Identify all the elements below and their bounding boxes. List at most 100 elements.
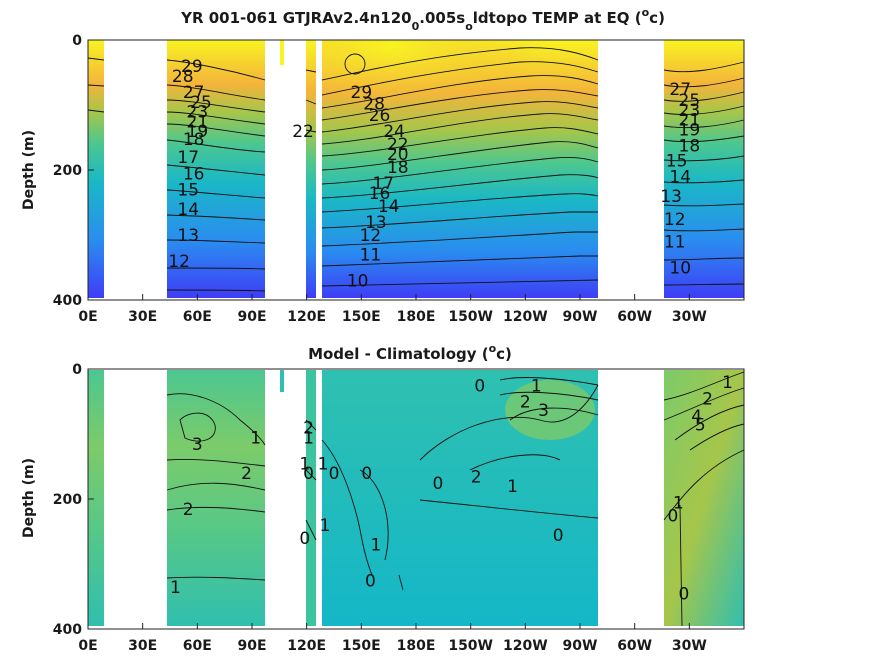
top-xtick-label: 120W xyxy=(503,309,548,325)
bottom-contour-label: 2 xyxy=(520,393,531,413)
top-contour-label: 13 xyxy=(177,226,199,246)
bottom-field-sliver-a xyxy=(280,370,284,392)
top-xtick-label: 30E xyxy=(128,309,157,325)
top-xtick-label: 30W xyxy=(672,309,707,325)
top-field-atlantic xyxy=(664,40,744,298)
bottom-contour-label: 3 xyxy=(192,435,203,455)
top-field-indian xyxy=(167,40,265,298)
bottom-xtick-label: 60W xyxy=(617,638,652,654)
top-contour-label: 18 xyxy=(679,136,701,156)
bottom-contour-label: 2 xyxy=(183,500,194,520)
top-contour-label: 13 xyxy=(365,213,387,233)
top-contour-label: 22 xyxy=(292,122,314,142)
bottom-contour-label: 0 xyxy=(361,464,372,484)
bottom-contour-label: 1 xyxy=(722,373,733,393)
bottom-xtick-label: 120E xyxy=(287,638,326,654)
top-contour-label: 27 xyxy=(183,83,205,103)
bottom-contour-label: 0 xyxy=(553,526,564,546)
top-contour-label: 17 xyxy=(372,174,394,194)
top-field-sliver-a xyxy=(280,40,284,65)
top-panel: YR 001-061 GTJRAv2.4n1200.005soldtopo TE… xyxy=(21,6,745,325)
bottom-ylabel: Depth (m) xyxy=(21,458,37,538)
top-contour-label: 15 xyxy=(666,151,688,171)
top-contour-label: 26 xyxy=(369,106,391,126)
top-ytick-label: 200 xyxy=(53,163,82,179)
top-contour-label: 19 xyxy=(187,122,209,142)
top-contour-label: 12 xyxy=(360,226,382,246)
bottom-contour-label: 1 xyxy=(303,428,314,448)
bottom-contour-label: 1 xyxy=(531,376,542,396)
bottom-contour-label: 3 xyxy=(538,401,549,421)
bottom-contour-label: 1 xyxy=(170,578,181,598)
top-contour-label: 25 xyxy=(190,93,212,113)
bottom-xtick-label: 180E xyxy=(397,638,436,654)
top-xtick-label: 120E xyxy=(287,309,326,325)
top-xtick-label: 90W xyxy=(563,309,598,325)
bottom-field-atlantic xyxy=(664,370,744,626)
top-xtick-label: 150W xyxy=(448,309,493,325)
top-contour-label: 18 xyxy=(387,158,409,178)
top-contour-label: 23 xyxy=(679,101,701,121)
bottom-contour-label: 0 xyxy=(678,584,689,604)
bottom-panel: Model - Climatology (oc) xyxy=(21,342,745,654)
top-contour-labels: 2928272523211918171615141312222928262422… xyxy=(168,57,700,292)
top-contour-label: 12 xyxy=(168,252,190,272)
top-field-sliver-b xyxy=(306,40,316,298)
bottom-xtick-label: 60E xyxy=(183,638,212,654)
bottom-contour-label: 0 xyxy=(432,474,443,494)
bottom-contour-label: 0 xyxy=(299,529,310,549)
bottom-xtick-label: 90E xyxy=(237,638,266,654)
bottom-contour-label: 2 xyxy=(471,467,482,487)
bottom-xtick-label: 30E xyxy=(128,638,157,654)
top-contour-label: 21 xyxy=(187,112,209,132)
top-contour-label: 18 xyxy=(183,130,205,150)
top-xtick-label: 150E xyxy=(342,309,381,325)
bottom-contour-label: 0 xyxy=(329,464,340,484)
bottom-contour-label: 2 xyxy=(702,389,713,409)
bottom-xtick-label: 120W xyxy=(503,638,548,654)
bottom-ytick-label: 0 xyxy=(72,362,82,378)
bottom-contour-label: 1 xyxy=(507,477,518,497)
bottom-field-warm-anomaly xyxy=(505,380,595,440)
bottom-contour-label: 1 xyxy=(319,516,330,536)
bottom-title: Model - Climatology (oc) xyxy=(308,342,512,363)
bottom-contour-label: 5 xyxy=(695,415,706,435)
bottom-field-sliver-b xyxy=(306,370,316,626)
top-contour-label: 10 xyxy=(347,272,369,292)
bottom-contour-label: 2 xyxy=(303,419,314,439)
top-xticks: 0E 30E 60E 90E 120E 150E 180E 150W 120W 90W 60W 30W xyxy=(78,294,707,325)
top-contour-lines xyxy=(87,47,745,292)
top-ytick-label: 0 xyxy=(72,33,82,49)
top-contour-label: 19 xyxy=(679,121,701,141)
top-contour-label: 21 xyxy=(679,110,701,130)
bottom-yticks: 0 200 400 xyxy=(53,362,94,638)
bottom-ytick-label: 200 xyxy=(53,492,82,508)
bottom-ytick-label: 400 xyxy=(53,622,82,638)
top-contour-label: 12 xyxy=(664,210,686,230)
top-contour-label: 23 xyxy=(187,103,209,123)
top-contour-label: 15 xyxy=(177,181,199,201)
top-field-africa-west xyxy=(88,40,104,298)
bottom-xticks: 0E 30E 60E 90E 120E 150E 180E 150W 120W 90W 60W 30W xyxy=(78,623,707,654)
top-contour-label: 27 xyxy=(669,80,691,100)
bottom-field-africa-west xyxy=(88,370,104,626)
top-ytick-label: 400 xyxy=(53,293,82,309)
bottom-xtick-label: 90W xyxy=(563,638,598,654)
bottom-contour-label: 0 xyxy=(668,506,679,526)
top-contour-label: 20 xyxy=(387,145,409,165)
top-contour-label: 13 xyxy=(660,187,682,207)
top-contour-label: 28 xyxy=(363,95,385,115)
top-contour-label: 29 xyxy=(181,57,203,77)
bottom-xtick-label: 30W xyxy=(672,638,707,654)
top-contour-label: 16 xyxy=(369,184,391,204)
bottom-contour-label: 0 xyxy=(474,376,485,396)
top-contour-label: 29 xyxy=(351,83,373,103)
top-xtick-label: 180E xyxy=(397,309,436,325)
top-ylabel: Depth (m) xyxy=(21,130,37,210)
bottom-contour-lines xyxy=(166,371,745,627)
top-contour-label: 11 xyxy=(664,233,686,253)
bottom-contour-label: 1 xyxy=(299,454,310,474)
